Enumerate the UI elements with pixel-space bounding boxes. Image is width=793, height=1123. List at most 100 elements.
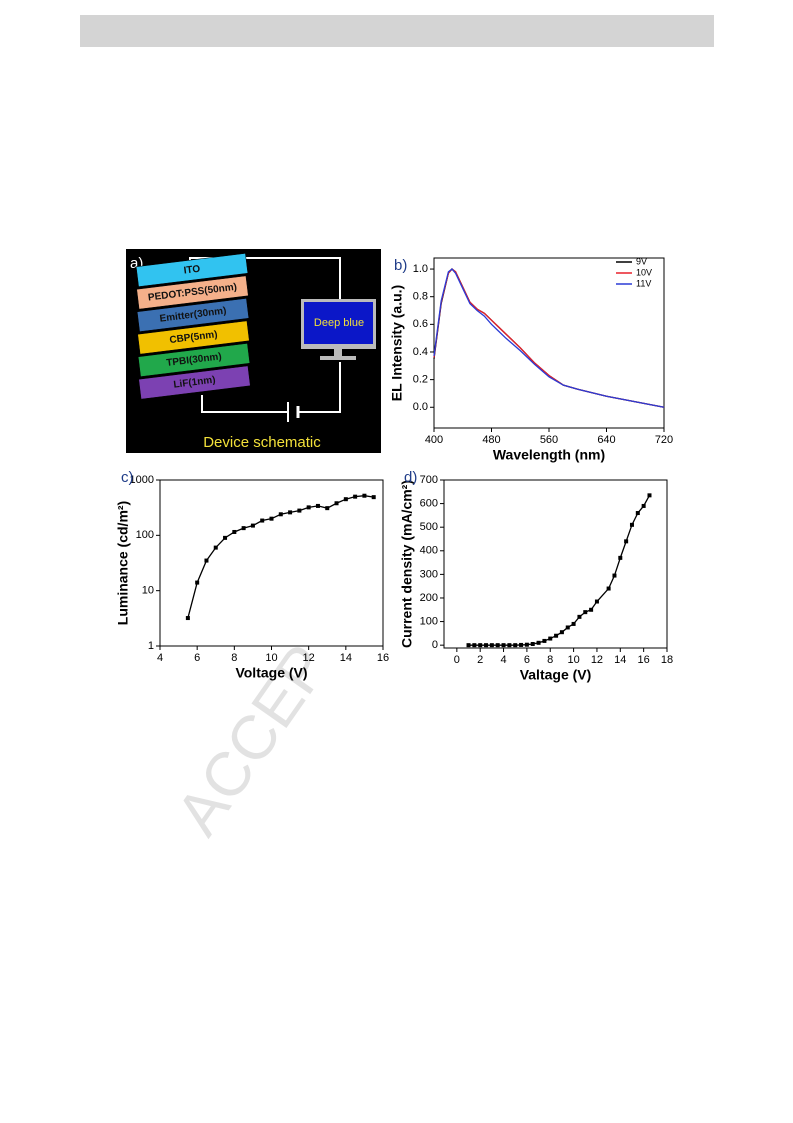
data-point	[213, 545, 218, 550]
y-tick-label: 0.6	[413, 318, 428, 330]
data-point	[478, 643, 483, 648]
data-point	[315, 503, 320, 508]
data-point	[519, 642, 524, 647]
y-tick-label: 0.2	[413, 374, 428, 386]
caption: Device schematic	[203, 434, 321, 451]
data-point	[571, 621, 576, 626]
x-tick-label: 14	[340, 652, 352, 664]
data-point	[542, 638, 547, 643]
data-point	[353, 494, 358, 499]
data-point	[472, 643, 477, 648]
x-tick-label: 480	[482, 434, 500, 446]
data-point	[641, 503, 646, 508]
data-point	[489, 643, 494, 648]
y-tick-label: 0.4	[413, 346, 428, 358]
y-tick-label: 1	[148, 640, 154, 652]
x-tick-label: 12	[303, 652, 315, 664]
legend-label: 9V	[636, 256, 647, 266]
layer: PEDOT:PSS(50nm)	[136, 275, 249, 310]
monitor-stand	[334, 349, 342, 356]
x-tick-label: 0	[454, 654, 460, 666]
data-point	[325, 506, 330, 511]
data-point	[507, 643, 512, 648]
layer: CBP(5nm)	[137, 320, 250, 355]
data-point	[612, 573, 617, 578]
data-point	[647, 493, 652, 498]
monitor-text: Deep blue	[314, 317, 364, 329]
data-point	[343, 497, 348, 502]
data-point	[513, 643, 518, 648]
monitor-screen	[304, 302, 373, 344]
data-point	[629, 522, 634, 527]
data-point	[524, 642, 529, 647]
x-tick-label: 8	[231, 652, 237, 664]
data-point	[334, 501, 339, 506]
x-tick-label: 12	[591, 654, 603, 666]
x-tick-label: 16	[377, 652, 389, 664]
layer: Emitter(30nm)	[136, 298, 250, 332]
y-tick-label: 0	[432, 639, 438, 651]
y-tick-label: 100	[136, 529, 154, 541]
layer: TPBI(30nm)	[137, 343, 251, 377]
x-tick-label: 16	[638, 654, 650, 666]
panel-label: c)	[121, 469, 134, 486]
x-tick-label: 6	[194, 652, 200, 664]
plot-background	[444, 480, 667, 648]
data-point	[548, 636, 553, 641]
header-bar	[80, 15, 714, 47]
chart: 0 2 4 6 8 10 12 14 16 18 0 100 200 300 400 500 600 700 Val…	[399, 469, 673, 683]
data-point	[185, 616, 190, 621]
data-point	[594, 599, 599, 604]
y-tick-label: 400	[420, 545, 438, 557]
data-point	[466, 643, 471, 648]
data-point	[306, 505, 311, 510]
plot-frame	[443, 479, 668, 649]
plot-background	[160, 480, 383, 646]
data-point	[589, 607, 594, 612]
data-point	[536, 640, 541, 645]
data-point	[635, 511, 640, 516]
x-tick-label: 10	[567, 654, 579, 666]
layer-label: ITO	[183, 264, 201, 277]
layer: ITO	[135, 253, 249, 287]
y-axis-label: EL Intensity (a.u.)	[389, 285, 405, 401]
y-tick-label: 0.8	[413, 291, 428, 303]
chart: 4 6 8 10 12 14 16 1 10 100 1000 Voltage (V) Luminanc…	[115, 469, 389, 681]
layer-bar	[138, 365, 251, 400]
series-line	[433, 268, 665, 408]
layer-label: LiF(1nm)	[173, 375, 216, 391]
y-tick-label: 0.0	[413, 401, 428, 413]
x-tick-label: 640	[597, 434, 615, 446]
x-tick-label: 14	[614, 654, 626, 666]
x-tick-label: 400	[425, 434, 443, 446]
chart: 400 480 560 640 720 0.0 0.2 0.4 0.6 0.8 1.0 Wavelen…	[389, 256, 673, 462]
data-point	[554, 633, 559, 638]
panel-label: d)	[404, 469, 417, 486]
data-point	[278, 512, 283, 517]
x-tick-label: 720	[655, 434, 673, 446]
y-tick-label: 100	[420, 615, 438, 627]
x-tick-label: 4	[157, 652, 163, 664]
data-point	[232, 529, 237, 534]
y-tick-label: 700	[420, 474, 438, 486]
x-tick-label: 2	[477, 654, 483, 666]
y-tick-label: 1000	[130, 474, 154, 486]
layer-bar	[135, 253, 249, 287]
x-tick-label: 4	[500, 654, 506, 666]
x-tick-label: 560	[540, 434, 558, 446]
data-point	[371, 495, 376, 500]
y-tick-label: 300	[420, 568, 438, 580]
y-axis-label: Current density (mA/cm²)	[399, 480, 415, 648]
data-point	[484, 643, 489, 648]
x-tick-label: 6	[524, 654, 530, 666]
data-point	[559, 630, 564, 635]
y-tick-label: 10	[142, 585, 154, 597]
panel-label: b)	[394, 257, 407, 274]
device-schematic: Deep blue Device schematic a) ITOPEDOT:P…	[126, 249, 381, 453]
data-point	[495, 643, 500, 648]
y-axis-label: Luminance (cd/m²)	[115, 501, 131, 625]
legend-label: 10V	[636, 267, 652, 277]
y-tick-label: 600	[420, 498, 438, 510]
data-point	[288, 510, 293, 515]
